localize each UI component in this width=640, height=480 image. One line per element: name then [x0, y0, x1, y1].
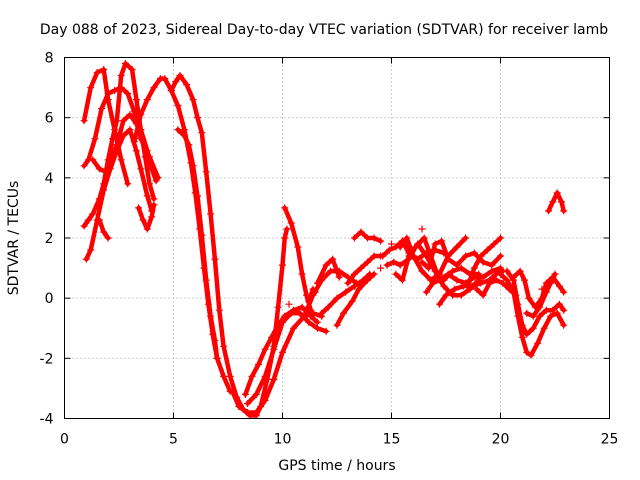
series-trace-33	[502, 267, 568, 339]
series-trace-line	[511, 268, 566, 310]
series-trace-20	[304, 285, 320, 306]
chart-title: Day 088 of 2023, Sidereal Day-to-day VTE…	[40, 22, 608, 38]
series-trace-19	[332, 270, 379, 330]
x-axis-label: GPS time / hours	[278, 458, 395, 474]
series-trace-27	[417, 236, 505, 273]
y-tick-labels: -4 -2 0 2 4 6 8	[40, 51, 54, 428]
series-trace-1	[79, 65, 132, 188]
data-series	[79, 59, 568, 420]
series-trace-6	[95, 215, 113, 243]
data-point	[376, 264, 385, 273]
series-trace-4	[82, 125, 156, 264]
series-trace-35	[522, 270, 560, 321]
x-tick-label: 0	[60, 432, 69, 448]
series-trace-30	[463, 233, 505, 291]
data-point	[284, 300, 294, 309]
x-tick-label: 20	[492, 432, 510, 448]
series-trace-line	[465, 235, 503, 289]
y-tick-label: 4	[45, 171, 54, 187]
series-trace-line	[424, 265, 503, 295]
series-trace-26	[396, 233, 470, 285]
series-trace-line	[334, 271, 377, 328]
series-trace-8	[130, 74, 235, 396]
series-trace-28	[422, 264, 505, 297]
series-trace-15	[280, 203, 315, 315]
series-trace-5	[88, 110, 145, 176]
series-trace-22	[350, 227, 385, 246]
series-trace-32	[496, 270, 568, 360]
series-trace-line	[84, 127, 154, 262]
series-trace-18	[313, 255, 344, 288]
series-trace-21	[343, 251, 385, 288]
series-trace-11	[136, 125, 161, 185]
x-tick-label: 15	[383, 432, 401, 448]
series-trace-9	[167, 71, 291, 420]
series-trace-17	[317, 270, 374, 318]
series-trace-7	[134, 200, 158, 234]
series-trace-line	[245, 310, 329, 406]
series-trace-line	[138, 127, 159, 184]
series-trace-31	[472, 276, 520, 300]
series-trace-line	[81, 67, 130, 187]
series-trace-line	[282, 205, 314, 313]
axis-ticks	[64, 57, 610, 419]
series-trace-29	[435, 267, 507, 309]
x-tick-label: 10	[274, 432, 292, 448]
series-trace-line	[175, 127, 220, 361]
y-tick-label: 8	[45, 51, 54, 67]
x-tick-label: 5	[169, 432, 178, 448]
y-tick-label: 6	[45, 111, 54, 127]
y-tick-label: -4	[40, 412, 54, 428]
x-tick-label: 25	[601, 432, 619, 448]
y-tick-label: -2	[40, 351, 54, 367]
x-tick-labels: 0 5 10 15 20 25	[60, 432, 618, 448]
grid	[64, 57, 610, 419]
series-trace-14	[243, 309, 331, 408]
series-trace-line	[315, 256, 342, 286]
y-axis-label: SDTVAR / TECUs	[6, 181, 22, 296]
series-trace-34	[509, 267, 568, 312]
series-trace-10	[173, 125, 222, 363]
data-point	[417, 224, 427, 234]
y-tick-label: 0	[45, 291, 54, 307]
series-trace-36	[544, 188, 568, 215]
series-trace-25	[391, 239, 483, 300]
y-tick-label: 2	[45, 231, 54, 247]
